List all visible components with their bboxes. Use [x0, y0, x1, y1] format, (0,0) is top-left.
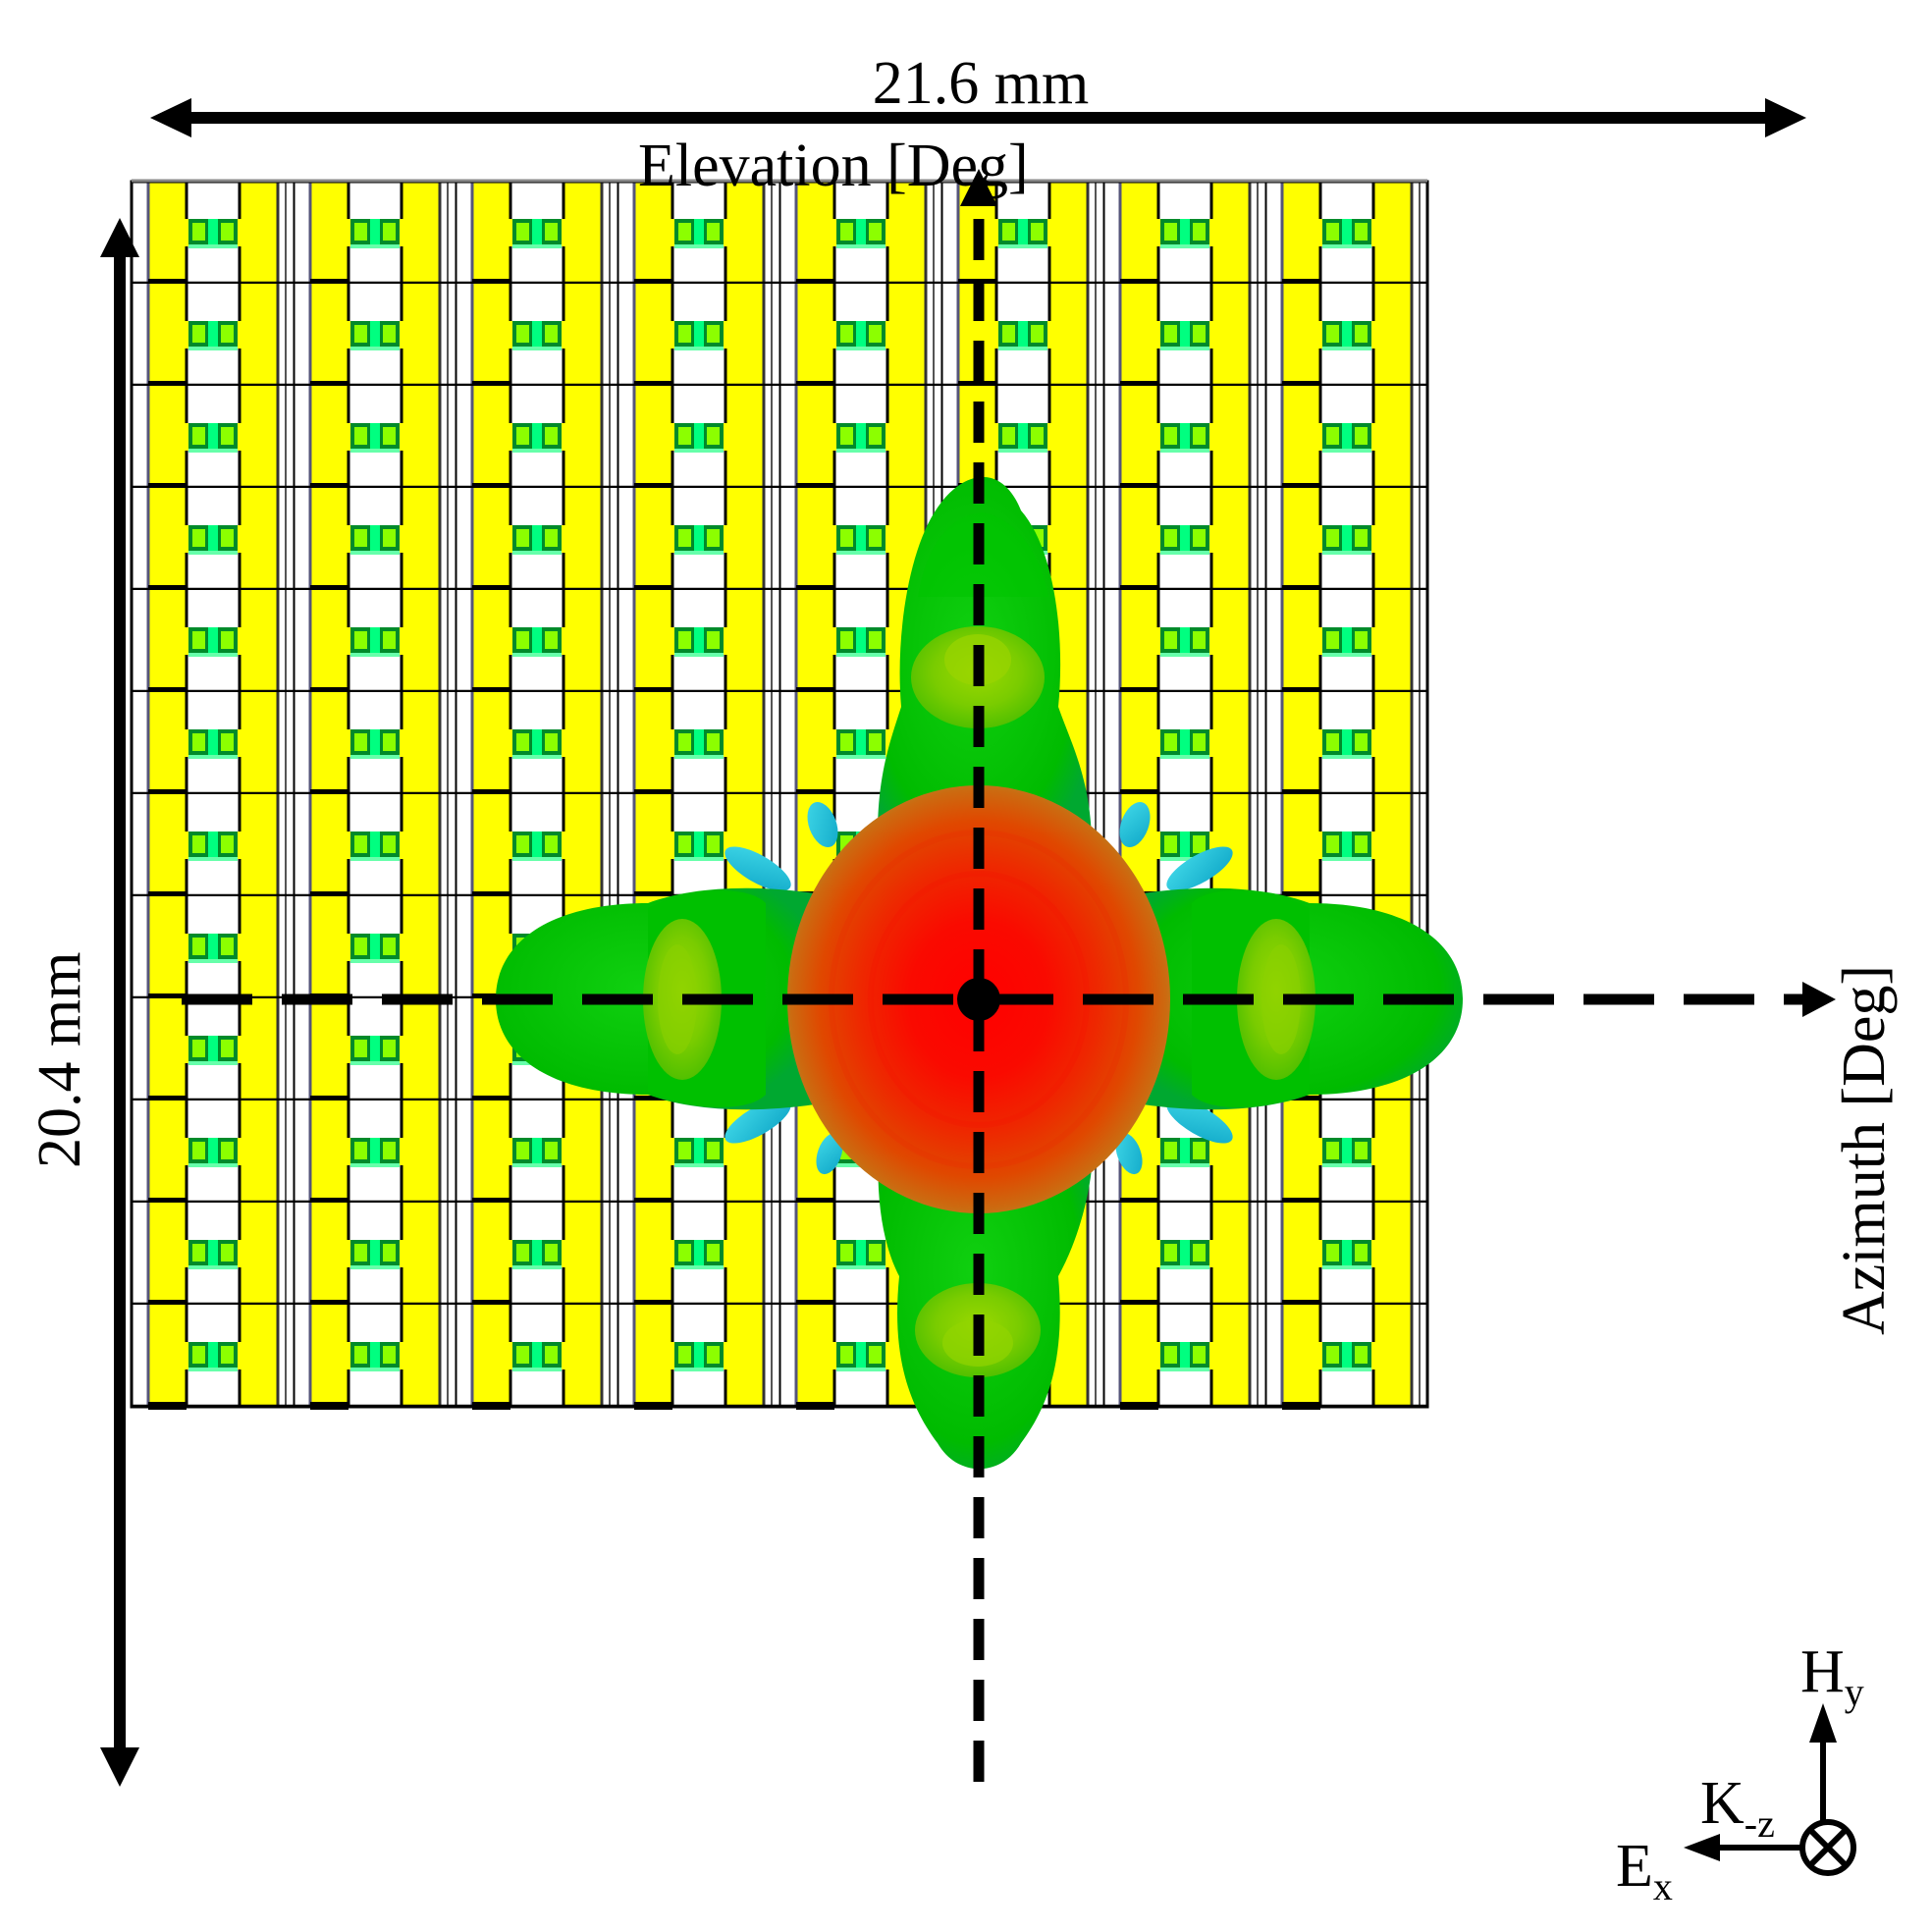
e-field-arrowhead: [1684, 1834, 1720, 1861]
e-field-subscript: x: [1652, 1864, 1673, 1908]
h-field-arrowhead: [1809, 1703, 1837, 1743]
e-field-label: Ex: [1616, 1833, 1673, 1906]
radiation-pattern: [496, 476, 1463, 1470]
dimension-arrows: [100, 98, 1806, 1787]
k-vector-subscript: -z: [1744, 1801, 1775, 1846]
width-dimension-label: 21.6 mm: [872, 50, 1090, 117]
height-arrow-top: [100, 218, 139, 257]
elevation-arrowhead: [960, 169, 997, 206]
elevation-axis-label: Elevation [Deg]: [638, 133, 1029, 199]
k-vector-symbol: K: [1700, 1770, 1744, 1837]
field-orientation-indicator: [1684, 1703, 1856, 1876]
side-lobes-cyan: [724, 801, 1233, 1175]
height-dimension-label: 20.4 mm: [27, 951, 93, 1168]
e-field-symbol: E: [1616, 1833, 1653, 1900]
h-field-subscript: y: [1844, 1670, 1864, 1714]
h-field-label: Hy: [1800, 1638, 1864, 1712]
width-arrow-right: [1765, 98, 1806, 137]
k-vector-label: K-z: [1700, 1770, 1775, 1844]
metasurface-array: [130, 179, 1429, 1410]
azimuth-axis-label: Azimuth [Deg]: [1831, 964, 1898, 1335]
width-arrow-left: [150, 98, 191, 137]
h-field-symbol: H: [1800, 1638, 1845, 1705]
azimuth-arrowhead: [1802, 982, 1836, 1017]
height-arrow-bottom: [100, 1747, 139, 1787]
origin-dot: [957, 978, 1000, 1021]
pattern-axes: [182, 169, 1836, 1782]
